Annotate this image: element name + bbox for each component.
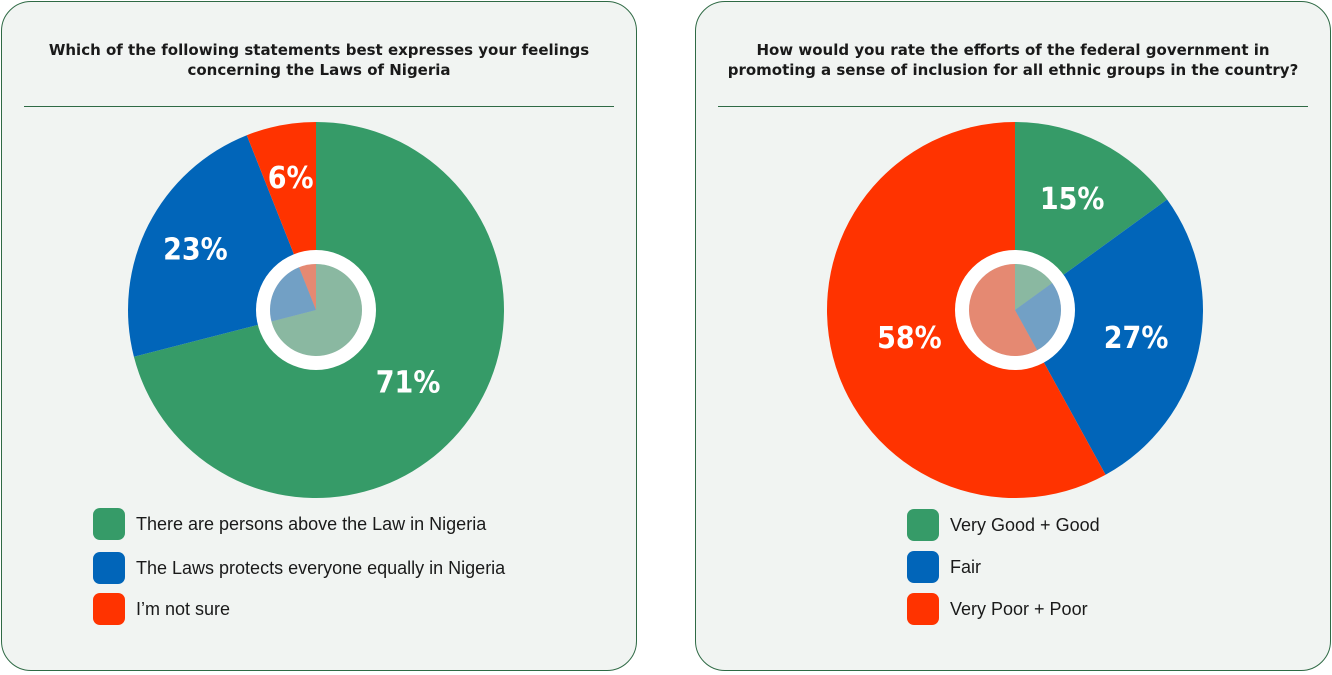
legend-swatch-red <box>907 593 939 625</box>
inner-pie-slice-0 <box>271 264 362 356</box>
legend-label: I’m not sure <box>136 598 231 619</box>
legend-label: The Laws protects everyone equally in Ni… <box>136 557 506 578</box>
inner-pie-slice-0 <box>1015 264 1053 310</box>
inner-pie-slice-2 <box>969 264 1038 357</box>
legend-item-not-sure: I’m not sure <box>93 593 230 625</box>
legend-swatch-blue <box>93 552 125 584</box>
title-divider <box>718 106 1308 107</box>
pie-chart-laws: 71% 23% 6% <box>128 122 504 498</box>
pie-slice-1 <box>1015 199 1203 475</box>
legend-item-very-poor-poor: Very Poor + Poor <box>907 593 1088 625</box>
title-divider <box>24 106 614 107</box>
legend-swatch-green <box>93 508 125 540</box>
chart-title: How would you rate the efforts of the fe… <box>727 41 1299 79</box>
legend-label: There are persons above the Law in Niger… <box>136 513 487 534</box>
inner-pie-slice-1 <box>270 267 316 322</box>
inner-pie-tint <box>969 264 1061 356</box>
chart-card-laws: Which of the following statements best e… <box>1 1 637 671</box>
legend-label: Fair <box>950 556 981 577</box>
pie-chart-inclusion: 15% 27% 58% <box>827 122 1203 498</box>
slice-value-label: 15% <box>1040 182 1105 217</box>
legend-item-protects-equally: The Laws protects everyone equally in Ni… <box>93 552 505 584</box>
slice-value-label: 23% <box>163 233 228 268</box>
legend-label: Very Good + Good <box>950 514 1100 535</box>
inner-pie-tint <box>270 264 362 356</box>
slice-value-label: 71% <box>376 365 441 400</box>
legend-item-above-law: There are persons above the Law in Niger… <box>93 508 486 540</box>
slice-value-label: 27% <box>1104 321 1169 356</box>
inner-pie-slice-1 <box>1015 282 1061 351</box>
pie-slice-0 <box>1015 122 1168 310</box>
legend-item-fair: Fair <box>907 551 981 583</box>
legend-swatch-red <box>93 593 125 625</box>
chart-title: Which of the following statements best e… <box>48 41 590 79</box>
legend-swatch-blue <box>907 551 939 583</box>
chart-card-inclusion: How would you rate the efforts of the fe… <box>695 1 1331 671</box>
slice-value-label: 58% <box>877 321 942 356</box>
legend-item-very-good-good: Very Good + Good <box>907 509 1100 541</box>
inner-pie-slice-2 <box>299 264 316 310</box>
slice-value-label: 6% <box>268 161 314 196</box>
legend-swatch-green <box>907 509 939 541</box>
legend-label: Very Poor + Poor <box>950 598 1088 619</box>
